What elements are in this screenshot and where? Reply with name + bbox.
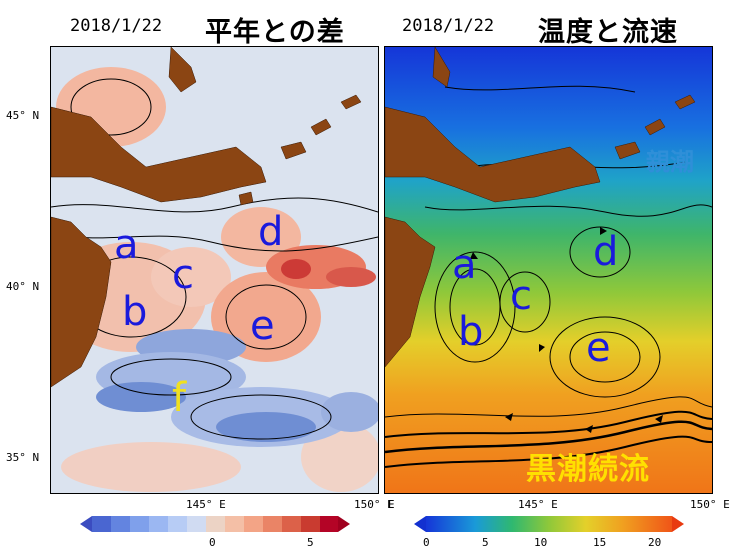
left-label-e: e bbox=[250, 303, 275, 349]
temperature-colorbar-tick-5: 5 bbox=[482, 536, 489, 549]
anomaly-map-canvas bbox=[51, 47, 378, 492]
right-x-tick-150e: 150° E bbox=[690, 498, 730, 511]
left-label-d: d bbox=[258, 209, 284, 255]
temperature-colorbar bbox=[414, 516, 684, 532]
temperature-colorbar-tick-20: 20 bbox=[648, 536, 662, 549]
right-label-b: b bbox=[458, 309, 484, 355]
anomaly-colorbar-tick-0: 0 bbox=[209, 536, 216, 549]
anomaly-map bbox=[50, 46, 379, 494]
temperature-map-canvas bbox=[385, 47, 712, 493]
left-title: 平年との差 bbox=[205, 17, 345, 48]
right-title: 温度と流速 bbox=[538, 17, 678, 48]
right-x-tick-e: E bbox=[388, 498, 395, 511]
right-label-e: e bbox=[586, 325, 611, 371]
right-date: 2018/1/22 bbox=[402, 16, 495, 36]
left-label-b: b bbox=[122, 289, 148, 335]
left-label-a: a bbox=[114, 222, 139, 268]
left-label-f: f bbox=[172, 375, 187, 421]
anomaly-colorbar-tick-5: 5 bbox=[307, 536, 314, 549]
y-tick-35n: 35° N bbox=[6, 451, 40, 464]
temperature-colorbar-tick-0: 0 bbox=[423, 536, 430, 549]
right-label-c: c bbox=[510, 273, 532, 319]
left-label-c: c bbox=[172, 252, 194, 298]
temperature-current-map bbox=[384, 46, 713, 494]
temperature-colorbar-tick-15: 15 bbox=[593, 536, 607, 549]
right-x-tick-145e: 145° E bbox=[518, 498, 558, 511]
oyashio-label: 親潮 bbox=[646, 148, 694, 176]
anomaly-colorbar bbox=[80, 516, 350, 532]
kuroshio-extension-label: 黒潮続流 bbox=[526, 452, 650, 487]
right-label-d: d bbox=[593, 229, 619, 275]
y-tick-45n: 45° N bbox=[6, 109, 40, 122]
temperature-colorbar-tick-10: 10 bbox=[534, 536, 548, 549]
left-x-tick-150e: 150° E bbox=[354, 498, 394, 511]
left-date: 2018/1/22 bbox=[70, 16, 163, 36]
y-tick-40n: 40° N bbox=[6, 280, 40, 293]
left-x-tick-145e: 145° E bbox=[186, 498, 226, 511]
right-label-a: a bbox=[452, 242, 477, 288]
